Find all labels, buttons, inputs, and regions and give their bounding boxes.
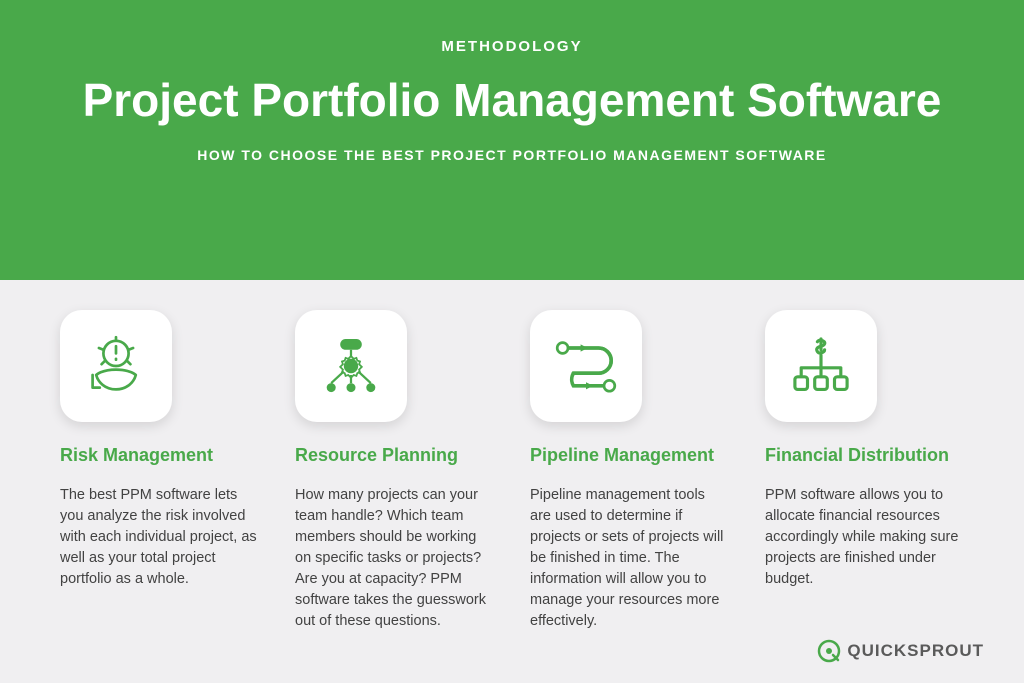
page-title: Project Portfolio Management Software xyxy=(0,73,1024,127)
icon-box xyxy=(530,310,642,422)
card-text: How many projects can your team handle? … xyxy=(295,485,494,632)
card-risk-management: Risk Management The best PPM software le… xyxy=(60,310,259,632)
card-pipeline-management: Pipeline Management Pipeline management … xyxy=(530,310,729,632)
icon-box xyxy=(295,310,407,422)
header-eyebrow: METHODOLOGY xyxy=(0,38,1024,55)
card-resource-planning: Resource Planning How many projects can … xyxy=(295,310,494,632)
card-text: Pipeline management tools are used to de… xyxy=(530,485,729,632)
header: METHODOLOGY Project Portfolio Management… xyxy=(0,0,1024,280)
resource-icon xyxy=(315,330,387,402)
icon-box xyxy=(60,310,172,422)
footer-logo-text: QUICKSPROUT xyxy=(847,641,984,661)
card-text: PPM software allows you to allocate fina… xyxy=(765,485,964,590)
quicksprout-logo-icon xyxy=(817,639,841,663)
cards-row: Risk Management The best PPM software le… xyxy=(0,310,1024,632)
card-text: The best PPM software lets you analyze t… xyxy=(60,485,259,590)
icon-box xyxy=(765,310,877,422)
card-title: Pipeline Management xyxy=(530,444,729,467)
financial-icon xyxy=(785,330,857,402)
card-title: Risk Management xyxy=(60,444,259,467)
card-title: Resource Planning xyxy=(295,444,494,467)
card-financial-distribution: Financial Distribution PPM software allo… xyxy=(765,310,964,632)
card-title: Financial Distribution xyxy=(765,444,964,467)
footer-logo: QUICKSPROUT xyxy=(817,639,984,663)
pipeline-icon xyxy=(550,330,622,402)
header-subtitle: HOW TO CHOOSE THE BEST PROJECT PORTFOLIO… xyxy=(0,147,1024,163)
risk-icon xyxy=(80,330,152,402)
